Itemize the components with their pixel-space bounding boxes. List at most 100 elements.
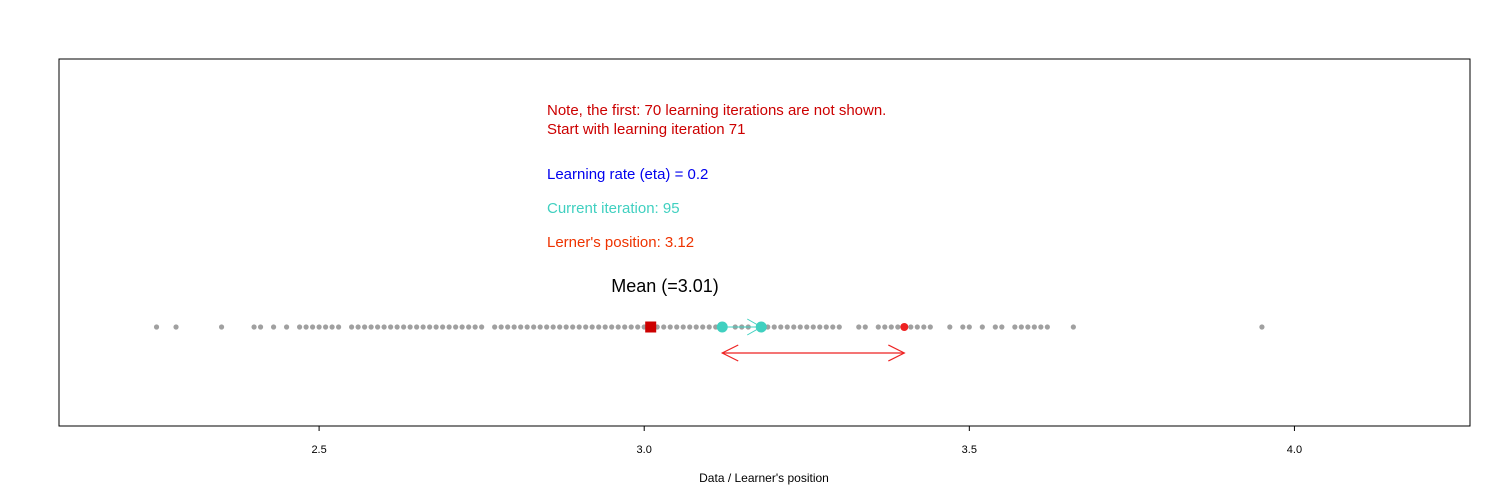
data-point xyxy=(368,324,374,330)
data-point xyxy=(817,324,823,330)
data-point xyxy=(882,324,888,330)
data-point xyxy=(427,324,433,330)
data-point xyxy=(270,324,277,330)
data-point xyxy=(1044,324,1050,330)
data-point xyxy=(609,324,615,330)
data-point xyxy=(407,324,413,330)
data-point xyxy=(583,324,589,330)
data-point xyxy=(706,324,712,330)
data-point xyxy=(550,324,556,330)
data-point xyxy=(557,324,563,330)
data-point xyxy=(622,324,628,330)
data-point xyxy=(1018,324,1024,330)
data-point xyxy=(661,324,667,330)
data-point xyxy=(414,324,420,330)
learner-position-label: Lerner's position: 3.12 xyxy=(547,234,694,251)
data-point xyxy=(544,324,550,330)
data-point xyxy=(401,324,407,330)
data-point xyxy=(693,324,699,330)
data-point xyxy=(778,324,784,330)
data-point xyxy=(472,324,478,330)
data-point xyxy=(667,324,673,330)
data-point xyxy=(296,324,303,330)
data-point xyxy=(381,324,387,330)
data-point xyxy=(1070,324,1076,330)
data-point xyxy=(589,324,595,330)
x-tick-label: 4.0 xyxy=(1287,444,1302,456)
data-point xyxy=(524,324,530,330)
data-point xyxy=(446,324,452,330)
plot-frame xyxy=(58,58,1471,427)
data-point xyxy=(966,324,972,330)
data-point xyxy=(992,324,998,330)
learner-position-marker xyxy=(716,321,728,333)
data-point xyxy=(375,324,381,330)
data-point xyxy=(420,324,426,330)
data-point xyxy=(875,324,881,330)
data-point xyxy=(440,324,446,330)
data-point xyxy=(316,324,322,330)
data-point xyxy=(433,324,439,330)
learner-position-marker xyxy=(755,321,767,333)
data-point xyxy=(492,324,498,330)
data-point xyxy=(349,324,355,330)
data-point xyxy=(329,324,335,330)
x-tick-label: 3.5 xyxy=(962,444,977,456)
x-axis-title: Data / Learner's position xyxy=(699,471,829,485)
note-line1: Note, the first: 70 learning iterations … xyxy=(547,102,886,119)
data-point xyxy=(309,324,316,330)
x-axis: 2.5 3.0 3.5 4.0 xyxy=(311,426,1302,456)
distance-arrow-right-head xyxy=(888,344,906,362)
data-point xyxy=(570,324,576,330)
data-point xyxy=(537,324,543,330)
data-point xyxy=(453,324,459,330)
data-point xyxy=(479,324,485,330)
distance-arrow-left-head xyxy=(720,344,739,362)
data-point xyxy=(563,324,569,330)
markers xyxy=(645,318,909,362)
mean-marker xyxy=(645,321,657,333)
data-point xyxy=(1259,324,1265,330)
data-point xyxy=(388,324,394,330)
data-point xyxy=(791,324,797,330)
data-point xyxy=(635,324,641,330)
data-point xyxy=(498,324,504,330)
data-point xyxy=(979,324,985,330)
current-sample-marker xyxy=(900,323,909,331)
data-point xyxy=(947,324,953,330)
data-point xyxy=(856,324,862,330)
data-point xyxy=(596,324,602,330)
data-point xyxy=(862,324,868,330)
data-point xyxy=(1031,324,1037,330)
data-point xyxy=(784,324,790,330)
data-point xyxy=(362,324,368,330)
data-point xyxy=(153,324,160,330)
data-point xyxy=(459,324,465,330)
data-point xyxy=(674,324,680,330)
data-point xyxy=(576,324,582,330)
mean-label: Mean (=3.01) xyxy=(611,276,719,296)
data-point xyxy=(960,324,966,330)
data-point xyxy=(895,324,901,330)
data-point xyxy=(810,324,816,330)
data-point xyxy=(921,324,927,330)
note-line2: Start with learning iteration 71 xyxy=(547,121,745,138)
data-point xyxy=(804,324,810,330)
data-point xyxy=(823,324,829,330)
data-points xyxy=(153,324,1265,330)
data-point xyxy=(908,324,914,330)
data-point xyxy=(927,324,933,330)
data-point xyxy=(914,324,920,330)
data-point xyxy=(218,324,225,330)
data-point xyxy=(355,324,361,330)
data-point xyxy=(511,324,517,330)
data-point xyxy=(505,324,511,330)
data-point xyxy=(251,324,257,330)
data-point xyxy=(836,324,842,330)
data-point xyxy=(771,324,777,330)
data-point xyxy=(335,324,342,330)
data-point xyxy=(628,324,634,330)
data-point xyxy=(1025,324,1031,330)
data-point xyxy=(687,324,693,330)
data-point xyxy=(283,324,290,330)
